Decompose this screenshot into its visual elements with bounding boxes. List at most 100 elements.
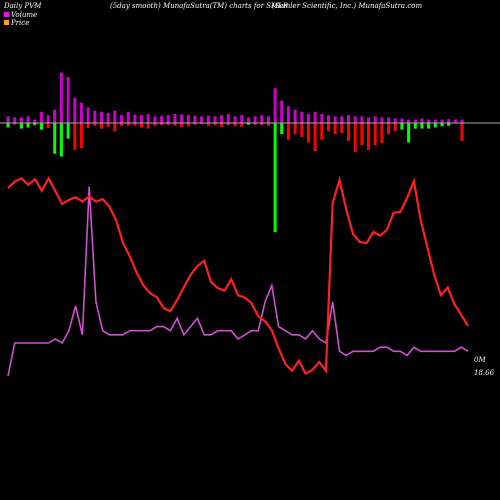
volume-bar-up: [26, 116, 30, 123]
volume-bar-up: [79, 102, 83, 123]
volume-bar-up: [353, 116, 357, 123]
volume-bar-up: [13, 117, 17, 123]
volume-bar-down: [293, 123, 297, 135]
legend-volume-swatch: [4, 12, 9, 17]
volume-bar-up: [367, 117, 370, 123]
volume-bar-down: [266, 123, 270, 126]
volume-bar-up: [306, 114, 310, 123]
volume-bar-down: [86, 123, 90, 128]
volume-bar-up: [293, 109, 297, 123]
volume-bar-up: [333, 116, 337, 123]
volume-bar-down: [253, 123, 257, 125]
volume-bar-down: [53, 123, 57, 154]
volume-bar-down: [46, 123, 50, 128]
volume-bar-up: [180, 114, 184, 123]
volume-bar-up: [200, 116, 204, 123]
volume-bar-down: [173, 123, 177, 126]
volume-bar-up: [286, 106, 290, 123]
volume-bar-down: [73, 123, 77, 150]
volume-bar-down: [226, 123, 230, 126]
volume-bar-down: [393, 123, 397, 132]
volume-bar-down: [433, 123, 437, 128]
volume-bar-up: [327, 115, 330, 123]
volume-bar-down: [286, 123, 290, 140]
volume-bar-up: [39, 111, 43, 123]
price-line: [7, 175, 469, 376]
volume-bar-down: [153, 123, 157, 126]
volume-bar-down: [380, 123, 384, 144]
volume-bar-down: [220, 123, 224, 127]
volume-bar-up: [46, 115, 50, 123]
legend-price-label: Price: [10, 19, 29, 27]
volume-bar-down: [213, 123, 217, 126]
price-last-label: 18.66: [474, 369, 495, 377]
volume-bar-down: [106, 123, 110, 127]
volume-bar-down: [120, 123, 123, 126]
volume-bar-up: [53, 109, 57, 123]
volume-bar-down: [233, 123, 237, 127]
volume-bar-up: [220, 115, 224, 123]
volume-bar-up: [100, 111, 103, 123]
volume-bar-down: [240, 123, 244, 127]
volume-bar-down: [246, 123, 250, 125]
volume-bar-up: [120, 115, 123, 123]
header-left: Daily PVM: [3, 2, 42, 10]
volume-bar-down: [373, 123, 377, 146]
volume-bar-down: [420, 123, 424, 129]
volume-bar-down: [66, 123, 70, 139]
volume-bar-down: [79, 123, 83, 149]
volume-bar-up: [73, 97, 77, 123]
volume-bar-up: [266, 116, 270, 123]
volume-bar-down: [260, 123, 264, 126]
volume-bar-down: [133, 123, 137, 126]
volume-bar-up: [453, 119, 457, 123]
volume-bar-up: [380, 117, 384, 123]
volume-bar-down: [273, 123, 277, 233]
volume-bar-up: [347, 115, 350, 123]
volume-bar-down: [19, 123, 23, 129]
volume-bar-up: [160, 115, 164, 123]
volume-bar-up: [300, 111, 304, 123]
volume-bar-down: [367, 123, 370, 150]
volume-bar-down: [320, 123, 324, 140]
volume-bar-up: [140, 115, 143, 123]
volume-bar-up: [86, 107, 90, 123]
volume-bar-up: [413, 119, 417, 123]
volume-bar-down: [193, 123, 197, 125]
volume-bar-up: [153, 116, 157, 123]
volume-bar-down: [460, 123, 464, 141]
volume-bar-up: [186, 115, 190, 123]
volume-bar-up: [246, 117, 250, 123]
volume-bar-up: [146, 114, 150, 123]
volume-bar-up: [340, 116, 344, 123]
header-right: (Semler Scientific, Inc.) MunafaSutra.co…: [272, 2, 422, 10]
volume-bar-down: [280, 123, 284, 135]
volume-bar-down: [180, 123, 184, 127]
volume-bar-down: [186, 123, 190, 127]
volume-bar-down: [33, 123, 37, 126]
volume-bar-down: [59, 123, 63, 157]
volume-bar-up: [233, 116, 237, 123]
volume-bar-up: [360, 116, 364, 123]
volume-bar-down: [13, 123, 17, 125]
pvm-bars: [6, 72, 464, 233]
volume-bar-up: [320, 114, 324, 123]
volume-bar-down: [146, 123, 150, 129]
volume-bar-up: [387, 117, 391, 123]
volume-bar-up: [407, 119, 411, 123]
volume-bar-down: [360, 123, 364, 146]
volume-bar-down: [6, 123, 10, 128]
volume-bar-up: [106, 112, 110, 123]
volume-bar-down: [166, 123, 170, 126]
legend-price-swatch: [4, 20, 9, 25]
volume-bar-up: [240, 115, 244, 123]
volume-bar-down: [126, 123, 130, 126]
volume-bar-down: [306, 123, 310, 143]
volume-bar-up: [206, 115, 210, 123]
volume-bar-up: [427, 119, 431, 123]
volume-bar-down: [340, 123, 344, 134]
volume-bar-down: [160, 123, 164, 126]
volume-bar-up: [313, 111, 317, 123]
